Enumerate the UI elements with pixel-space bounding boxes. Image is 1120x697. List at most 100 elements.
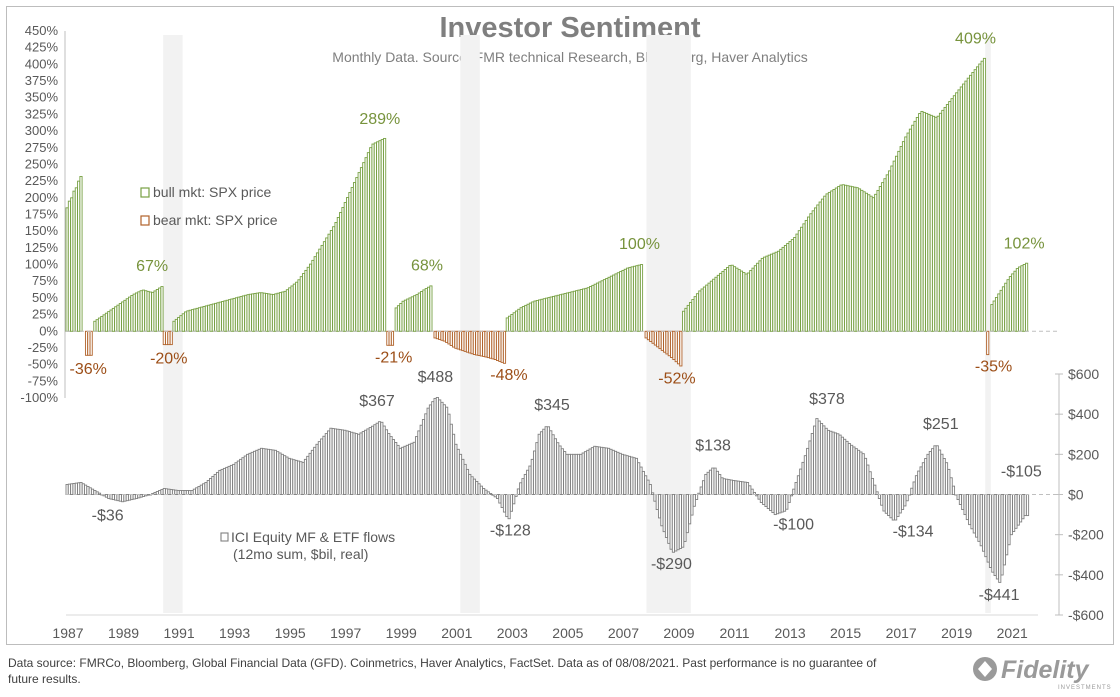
bull-bar bbox=[429, 285, 433, 332]
flow-data-label: -$36 bbox=[92, 508, 124, 525]
x-tick-label: 1993 bbox=[219, 625, 250, 641]
top-y-tick-label: -50% bbox=[28, 357, 59, 372]
x-tick-label: 2021 bbox=[997, 625, 1028, 641]
flow-bar bbox=[692, 494, 696, 507]
investor-sentiment-chart: 450% 425%400% 375% 350%325% 300% 275%250% 225%… bbox=[20, 23, 1104, 641]
fidelity-logo-icon: Fidelity INVESTMENTS bbox=[973, 656, 1112, 691]
x-tick-label: 1995 bbox=[275, 625, 306, 641]
top-y-tick-label: 325% bbox=[25, 106, 59, 121]
spx-data-label: -36% bbox=[70, 361, 107, 378]
x-tick-label: 2001 bbox=[441, 625, 472, 641]
x-tick-label: 1997 bbox=[330, 625, 361, 641]
bottom-y-tick-label: $0 bbox=[1068, 487, 1084, 503]
top-y-tick-label: 300% bbox=[25, 123, 59, 138]
flow-bar bbox=[875, 491, 879, 495]
flow-data-label: $345 bbox=[534, 397, 570, 414]
legend: bull mkt: SPX price bear mkt: SPX price IC… bbox=[140, 184, 395, 562]
spx-data-label: 102% bbox=[1004, 236, 1045, 253]
top-y-tick-label: 175% bbox=[25, 207, 59, 222]
flows-bars bbox=[65, 397, 1030, 583]
bottom-y-tick-label: -$200 bbox=[1068, 527, 1104, 543]
spx-data-label: 67% bbox=[136, 258, 168, 275]
flow-bar bbox=[97, 492, 102, 495]
top-y-tick-label: 125% bbox=[25, 240, 59, 255]
bear-bar bbox=[986, 330, 990, 356]
top-y-tick-label: 250% bbox=[25, 156, 59, 171]
top-y-tick-label: 200% bbox=[25, 190, 59, 205]
logo-subtext: INVESTMENTS bbox=[1058, 685, 1112, 691]
spx-data-label: -21% bbox=[375, 350, 412, 367]
axes: 450% 425%400% 375% 350%325% 300% 275%250% 225%… bbox=[20, 23, 1104, 641]
flow-data-label: -$134 bbox=[893, 524, 934, 541]
x-tick-label: 2015 bbox=[830, 625, 861, 641]
legend-swatch bbox=[140, 187, 150, 198]
bull-bar bbox=[1025, 262, 1029, 332]
legend-label: bull mkt: SPX price bbox=[153, 184, 271, 200]
spx-data-label: 289% bbox=[359, 111, 400, 128]
spx-data-label: -20% bbox=[150, 350, 187, 367]
flow-bar bbox=[695, 494, 699, 500]
flow-data-label: $367 bbox=[359, 393, 395, 410]
top-y-tick-label: 75% bbox=[32, 273, 58, 288]
bear-bar bbox=[89, 330, 93, 356]
x-tick-label: 1987 bbox=[52, 625, 83, 641]
x-tick-label: 1999 bbox=[386, 625, 417, 641]
data-labels: -36% 67% -20% 289% -21% 68% -48% 100% -52% 409% -3… bbox=[70, 31, 1045, 604]
top-y-tick-label: -100% bbox=[20, 390, 58, 405]
flow-data-label: -$128 bbox=[490, 523, 531, 540]
bottom-y-tick-label: -$600 bbox=[1068, 607, 1104, 623]
recession-band bbox=[460, 35, 480, 613]
footer-note: Data source: FMRCo, Bloomberg, Global Fi… bbox=[8, 656, 877, 686]
top-y-tick-label: -25% bbox=[28, 340, 59, 355]
bull-bar bbox=[160, 286, 164, 332]
legend-swatch bbox=[140, 215, 150, 226]
top-y-tick-label: 450% bbox=[25, 23, 59, 38]
bottom-y-tick-label: $400 bbox=[1068, 406, 1099, 422]
flow-data-label: $378 bbox=[809, 391, 845, 408]
flow-data-label: $488 bbox=[418, 369, 454, 386]
bottom-y-tick-label: $200 bbox=[1068, 446, 1099, 462]
top-y-tick-label: 400% bbox=[25, 56, 59, 71]
spx-data-label: -48% bbox=[490, 367, 527, 384]
top-y-tick-label: 0% bbox=[39, 323, 58, 338]
x-tick-label: 2009 bbox=[663, 625, 694, 641]
top-y-tick-label: 425% bbox=[25, 40, 59, 55]
top-y-tick-label: -75% bbox=[28, 373, 59, 388]
bear-bar bbox=[502, 330, 507, 364]
flow-data-label: $251 bbox=[923, 416, 959, 433]
flow-bar bbox=[1025, 494, 1030, 517]
bear-bar bbox=[679, 330, 683, 367]
flow-bar bbox=[651, 492, 655, 495]
spx-data-label: 100% bbox=[619, 236, 660, 253]
spx-data-label: 68% bbox=[411, 258, 443, 275]
x-tick-label: 2005 bbox=[552, 625, 583, 641]
top-y-tick-label: 25% bbox=[32, 307, 58, 322]
flow-data-label: -$105 bbox=[1001, 463, 1042, 480]
bull-bar bbox=[79, 176, 83, 332]
flow-bar bbox=[789, 494, 794, 497]
x-tick-label: 1989 bbox=[108, 625, 139, 641]
top-y-tick-label: 50% bbox=[32, 290, 58, 305]
top-y-tick-label: 275% bbox=[25, 140, 59, 155]
top-y-tick-label: 150% bbox=[25, 223, 59, 238]
x-tick-label: 2013 bbox=[774, 625, 805, 641]
bottom-y-tick-label: -$400 bbox=[1068, 567, 1104, 583]
bull-bar bbox=[383, 137, 387, 332]
spx-data-label: -35% bbox=[975, 358, 1012, 375]
bear-bar bbox=[390, 330, 395, 346]
x-tick-label: 2017 bbox=[886, 625, 917, 641]
flow-data-label: -$100 bbox=[773, 517, 814, 534]
flows-legend-label: (12mo sum, $bil, real) bbox=[233, 546, 368, 562]
x-tick-label: 2011 bbox=[719, 625, 749, 641]
legend-label: bear mkt: SPX price bbox=[153, 212, 278, 228]
fidelity-logo: Fidelity INVESTMENTS bbox=[970, 652, 1115, 692]
x-tick-label: 2019 bbox=[941, 625, 972, 641]
x-tick-label: 1991 bbox=[164, 625, 195, 641]
top-y-tick-label: 100% bbox=[25, 257, 59, 272]
legend-swatch bbox=[220, 532, 229, 542]
bull-bar bbox=[639, 264, 644, 332]
logo-text: Fidelity bbox=[1001, 656, 1090, 684]
bull-bar bbox=[982, 57, 987, 332]
top-y-tick-label: 375% bbox=[25, 73, 59, 88]
top-y-tick-label: 350% bbox=[25, 90, 59, 105]
